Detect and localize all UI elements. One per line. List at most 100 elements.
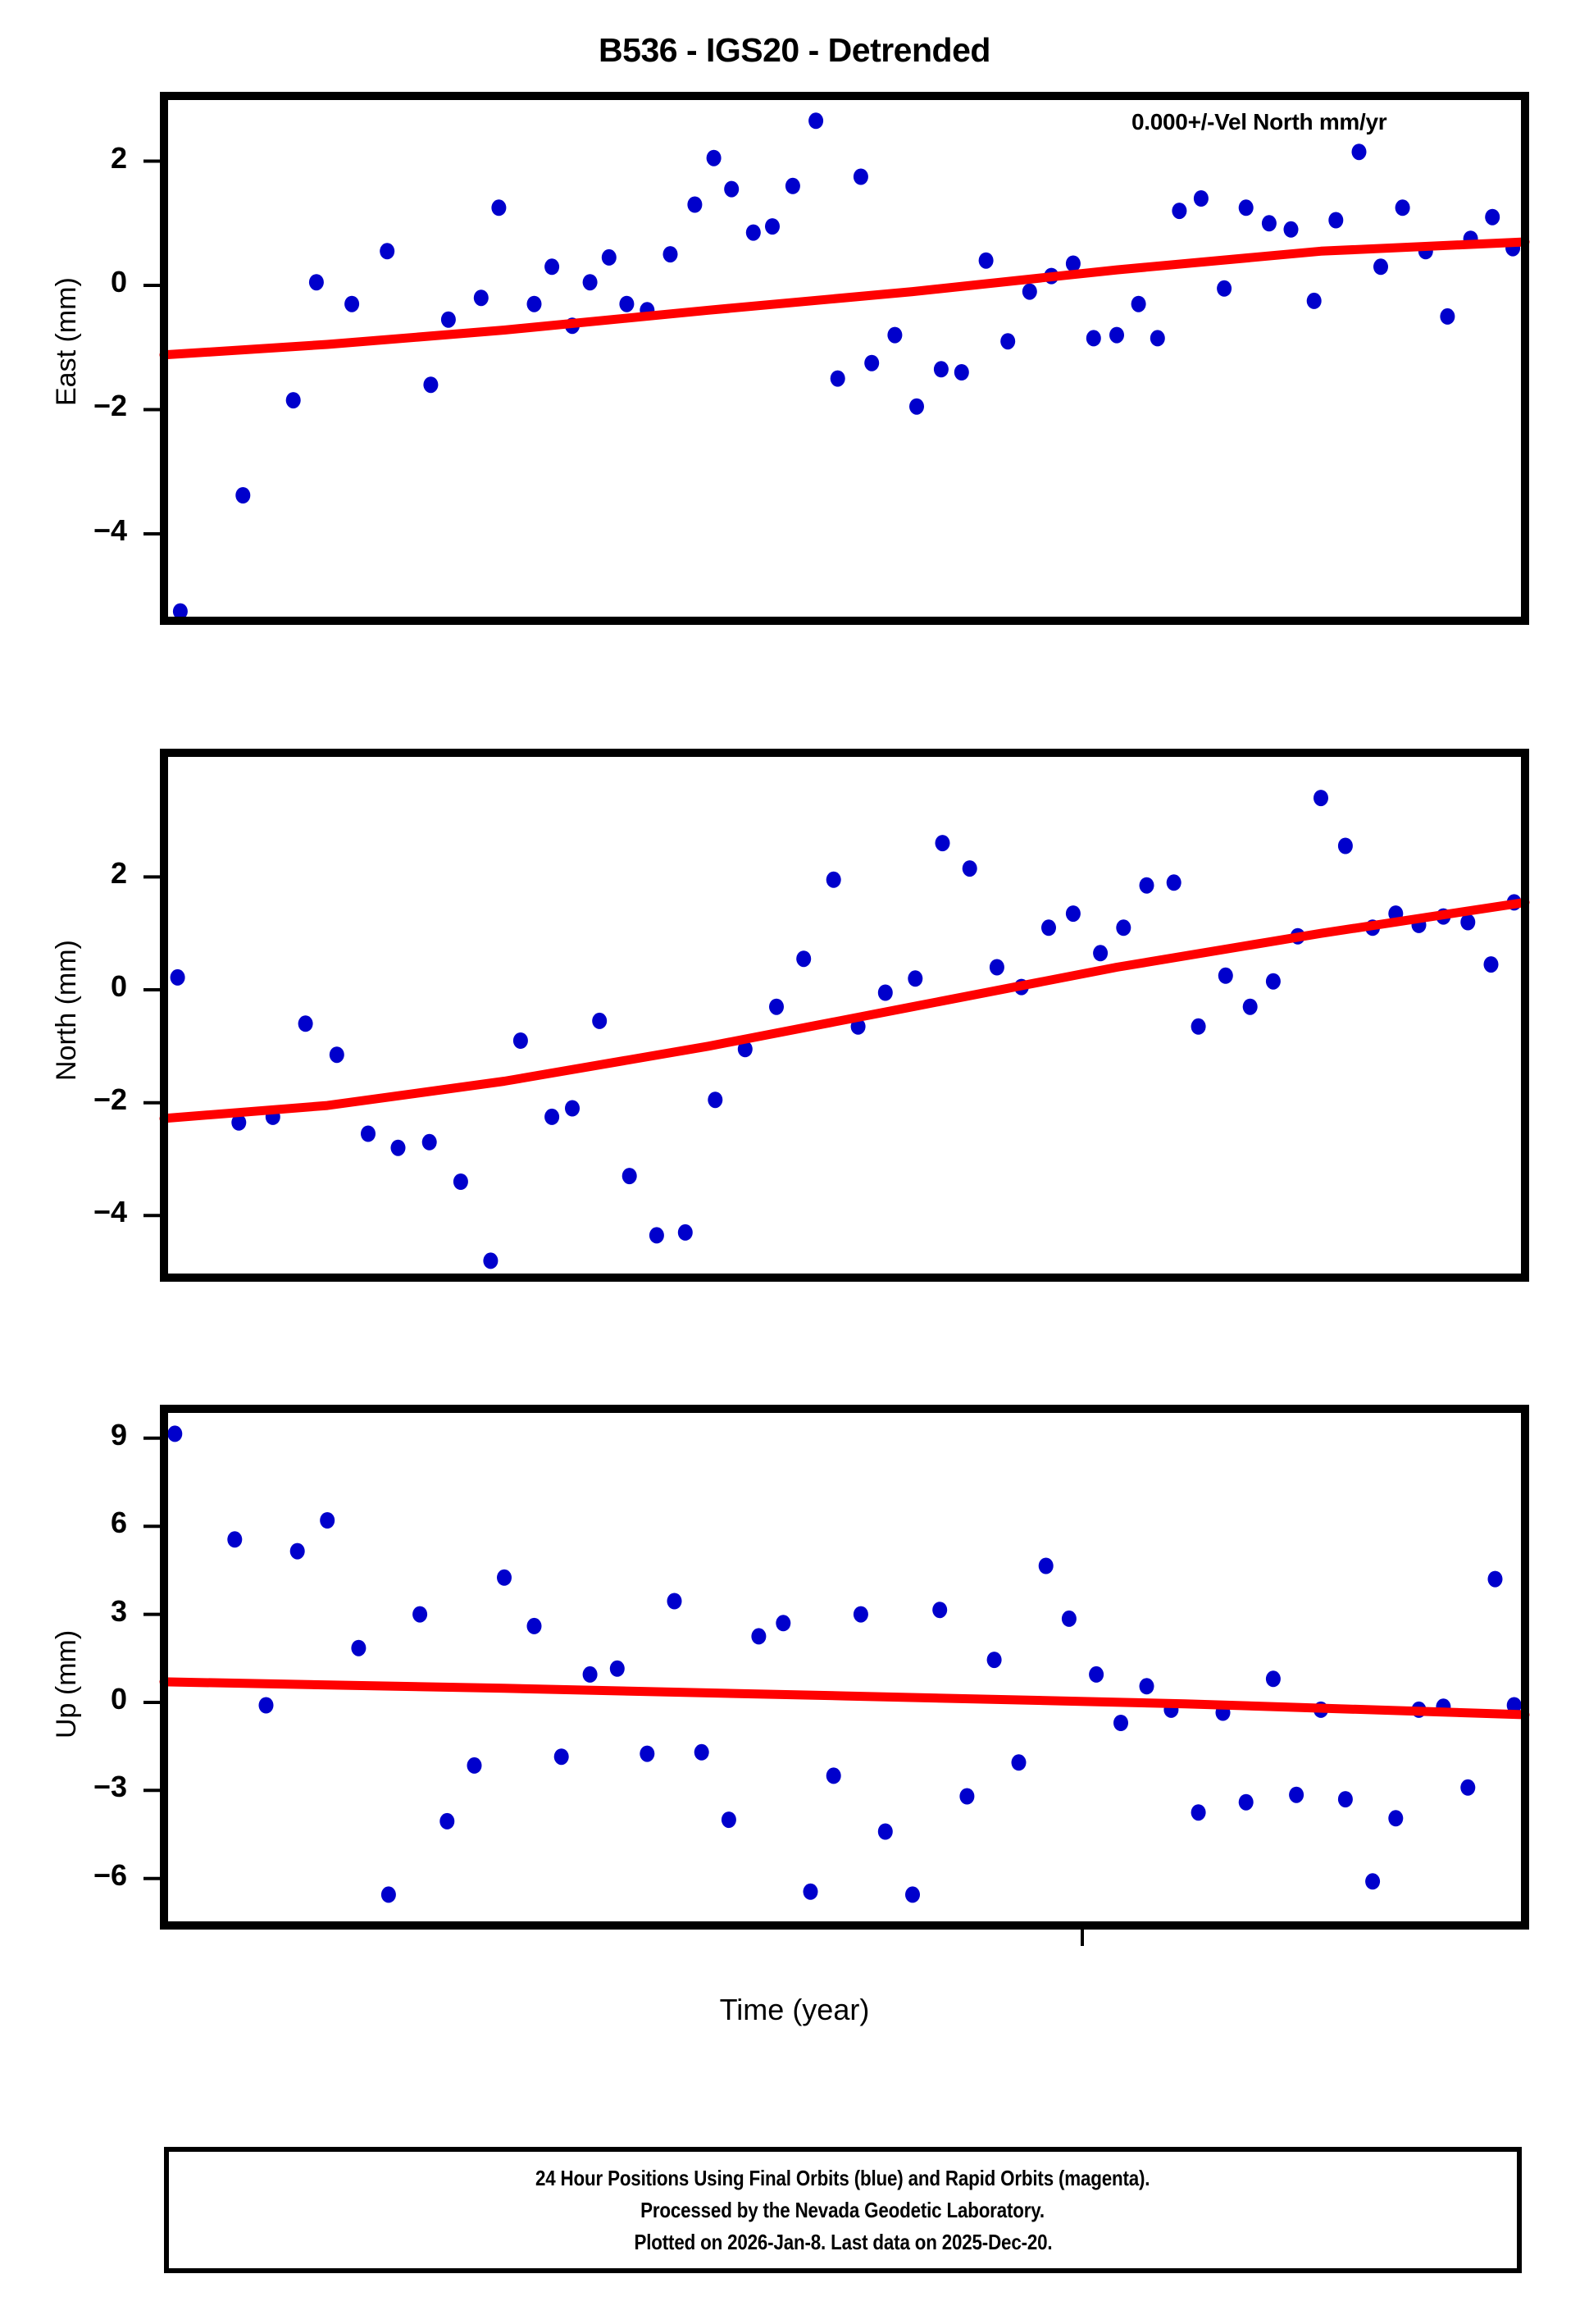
y-tick-label: −4 (93, 513, 127, 547)
data-point (439, 1812, 455, 1830)
data-point (830, 370, 845, 387)
data-point (776, 1615, 791, 1632)
data-point (1483, 956, 1499, 973)
data-point (935, 835, 950, 852)
up-plot-svg (143, 1405, 1530, 1946)
data-point (1000, 333, 1016, 350)
y-tick-label: 0 (110, 969, 127, 1004)
data-point (877, 984, 893, 1001)
caption-line-2: Processed by the Nevada Geodetic Laborat… (640, 2197, 1045, 2222)
data-point (853, 1606, 868, 1623)
north-trend-line (159, 897, 1530, 1123)
y-tick-label: −2 (93, 389, 127, 423)
y-tick-label: 0 (110, 1681, 127, 1716)
data-point (932, 1602, 948, 1619)
data-point (853, 168, 868, 185)
data-point (582, 1666, 598, 1683)
velocity-annotation: 0.000+/-Vel North mm/yr (1131, 109, 1387, 134)
data-point (582, 274, 598, 291)
data-point (467, 1757, 482, 1774)
data-point (553, 1748, 569, 1766)
data-point (933, 361, 949, 378)
up-plot-area (164, 1409, 1525, 1925)
data-point (320, 1512, 335, 1529)
data-point (1109, 326, 1124, 344)
east-axis-label: East (mm) (51, 277, 82, 406)
data-point (986, 1652, 1002, 1669)
data-point (1093, 945, 1109, 962)
y-tick-label: 6 (110, 1506, 127, 1540)
up-panel (143, 1405, 1530, 1946)
data-point (724, 180, 740, 198)
data-point (1011, 1754, 1027, 1771)
data-point (765, 218, 780, 235)
data-point (1388, 1810, 1404, 1827)
data-point (1038, 1557, 1054, 1574)
data-point (687, 196, 703, 213)
y-tick-label: 3 (110, 1593, 127, 1628)
data-point (808, 112, 824, 130)
data-point (380, 243, 395, 260)
data-point (1440, 308, 1455, 325)
data-point (677, 1224, 693, 1241)
data-point (1351, 144, 1367, 161)
data-point (864, 354, 880, 371)
data-point (1041, 919, 1056, 936)
data-point (1265, 973, 1281, 990)
data-point (1242, 998, 1258, 1015)
data-point (1460, 914, 1476, 931)
data-point (1373, 258, 1388, 276)
data-point (905, 1886, 920, 1903)
data-point (1395, 199, 1410, 216)
data-point (227, 1531, 243, 1548)
data-point (1116, 919, 1131, 936)
up-frame (160, 1405, 1529, 1930)
data-point (737, 1041, 753, 1058)
data-point (751, 1628, 767, 1645)
y-tick-label: −3 (93, 1770, 127, 1804)
data-point (412, 1606, 428, 1623)
data-point (826, 1767, 841, 1784)
data-point (440, 311, 456, 328)
data-point (1061, 1610, 1077, 1627)
data-point (721, 1811, 736, 1829)
data-point (351, 1639, 367, 1656)
data-point (796, 950, 812, 968)
data-point (1150, 330, 1165, 347)
data-point (231, 1114, 247, 1131)
north-data-points (170, 790, 1522, 1269)
data-point (959, 1788, 975, 1805)
data-point (1191, 1018, 1206, 1035)
data-point (908, 970, 923, 987)
data-point (1065, 905, 1081, 923)
east-plot-svg (143, 92, 1530, 625)
data-point (769, 998, 784, 1015)
data-point (1238, 199, 1254, 216)
data-point (1193, 190, 1209, 207)
data-point (803, 1883, 818, 1900)
data-point (544, 1108, 560, 1125)
data-point (423, 376, 439, 394)
data-point (235, 487, 251, 504)
data-point (1337, 1791, 1353, 1808)
data-point (483, 1252, 499, 1269)
up-data-points (167, 1425, 1522, 1903)
y-tick-label: −4 (93, 1195, 127, 1229)
data-point (619, 295, 635, 312)
east-plot-area (164, 96, 1525, 621)
data-point (826, 871, 841, 888)
north-panel (143, 749, 1530, 1282)
north-plot-area (164, 753, 1525, 1278)
data-point (1261, 215, 1277, 232)
y-tick-label: −2 (93, 1082, 127, 1116)
y-tick-label: 9 (110, 1417, 127, 1451)
data-point (745, 224, 761, 241)
x-axis-label: Time (year) (719, 1993, 870, 2026)
data-point (877, 1823, 893, 1840)
data-point (1306, 292, 1322, 309)
data-point (565, 1100, 580, 1117)
data-point (1265, 1670, 1281, 1688)
data-point (298, 1015, 313, 1032)
data-point (1238, 1793, 1254, 1811)
